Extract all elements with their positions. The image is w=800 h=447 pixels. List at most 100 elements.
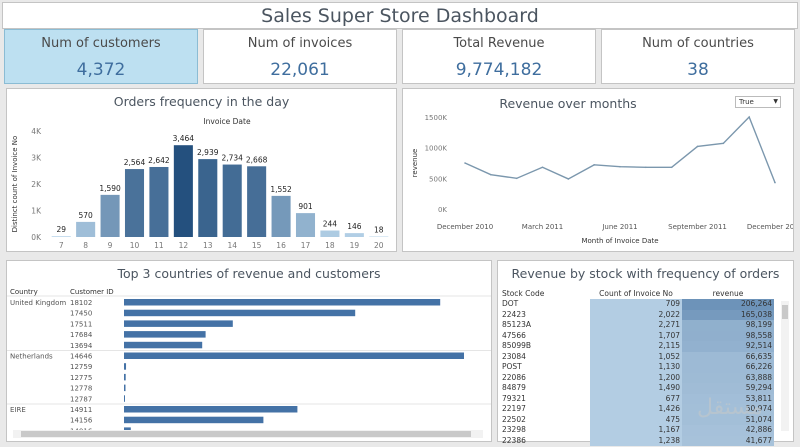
scrollbar-thumb[interactable] — [21, 431, 471, 437]
x-tick-label: 14 — [227, 241, 237, 250]
stock-code-cell: 23298 — [502, 425, 526, 435]
invoice-count-cell: 2,115 — [590, 341, 682, 352]
invoice-count-cell: 1,130 — [590, 362, 682, 373]
kpi-label: Num of countries — [642, 36, 754, 51]
y-tick-label: 1K — [31, 207, 42, 216]
customer-id-label: 12778 — [70, 385, 92, 393]
revenue-stock-panel: Revenue by stock with frequency of order… — [497, 260, 794, 446]
table-row[interactable]: 23084 1,052 66,635 — [500, 351, 774, 362]
table-row[interactable]: DOT 709 206,264 — [500, 299, 774, 310]
bar — [198, 159, 218, 237]
customer-id-label: 12759 — [70, 363, 92, 371]
revenue-cell: 98,558 — [682, 330, 774, 341]
customer-id-label: 17684 — [70, 331, 93, 339]
x-tick-label: 13 — [203, 241, 213, 250]
data-label: 2,642 — [148, 156, 170, 165]
kpi-invoices-card[interactable]: Num of invoices 22,061 — [203, 29, 397, 84]
x-tick-label: December 2011 — [747, 223, 793, 231]
column-header[interactable]: Count of Invoice No — [599, 289, 673, 298]
table-row[interactable]: 23298 1,167 42,886 — [500, 425, 774, 436]
revenue-cell: 41,677 — [682, 435, 774, 446]
invoice-count-cell: 1,200 — [590, 372, 682, 383]
invoice-count-cell: 1,052 — [590, 351, 682, 362]
table-row[interactable]: 85123A 2,271 98,199 — [500, 320, 774, 331]
customer-id-label: 14016 — [70, 427, 93, 431]
bar — [320, 230, 340, 237]
stock-code-cell: 85123A — [502, 320, 531, 330]
top-countries-panel: Top 3 countries of revenue and customers… — [6, 260, 492, 442]
customer-id-label: 17450 — [70, 310, 92, 318]
customer-id-label: 13694 — [70, 342, 93, 350]
column-header[interactable]: Stock Code — [502, 289, 545, 298]
invoice-count-cell: 475 — [590, 414, 682, 425]
horizontal-scrollbar[interactable] — [13, 430, 483, 438]
bar — [124, 363, 127, 370]
vertical-scrollbar[interactable] — [781, 301, 789, 431]
revenue-cell: 92,514 — [682, 341, 774, 352]
revenue-months-title: Revenue over months — [499, 96, 637, 111]
table-row[interactable]: 84879 1,490 59,294 — [500, 383, 774, 394]
filter-dropdown-value: True — [739, 98, 754, 106]
revenue-cell: 98,199 — [682, 320, 774, 331]
table-row[interactable]: 22086 1,200 63,888 — [500, 372, 774, 383]
top-countries-chart: Country Customer ID United Kingdom 18102 174… — [7, 288, 491, 431]
chart-subtitle: Invoice Date — [203, 117, 251, 126]
bar — [124, 352, 464, 359]
invoice-count-cell: 1,238 — [590, 435, 682, 446]
bar — [124, 331, 206, 338]
bar — [124, 427, 131, 431]
table-row[interactable]: 22502 475 51,074 — [500, 414, 774, 425]
revenue-cell: 66,635 — [682, 351, 774, 362]
x-tick-label: 10 — [130, 241, 140, 250]
kpi-countries-card[interactable]: Num of countries 38 — [601, 29, 795, 84]
bar — [344, 233, 364, 237]
kpi-label: Num of customers — [41, 36, 161, 51]
revenue-months-panel: Revenue over months True ▼ revenue 0K 500K… — [402, 88, 794, 252]
kpi-customers-card[interactable]: Num of customers 4,372 — [4, 29, 198, 84]
bar — [124, 373, 126, 381]
bar — [149, 166, 169, 237]
bar — [51, 236, 71, 237]
invoice-count-cell: 1,426 — [590, 404, 682, 415]
table-row[interactable]: 22386 1,238 41,677 — [500, 435, 774, 446]
table-row[interactable]: POST 1,130 66,226 — [500, 362, 774, 373]
bar — [100, 194, 120, 237]
y-tick-label: 500K — [429, 175, 447, 183]
invoice-count-cell: 1,707 — [590, 330, 682, 341]
data-label: 244 — [323, 220, 338, 229]
table-row[interactable]: 22423 2,022 165,038 — [500, 309, 774, 320]
bar — [124, 416, 264, 424]
column-header[interactable]: revenue — [712, 289, 744, 298]
data-label: 901 — [298, 202, 313, 211]
table-row[interactable]: 85099B 2,115 92,514 — [500, 341, 774, 352]
customer-id-label: 18102 — [70, 299, 92, 307]
x-tick-label: 12 — [179, 241, 189, 250]
invoice-count-cell: 1,490 — [590, 383, 682, 394]
stock-code-cell: 23084 — [502, 351, 526, 361]
data-point — [490, 173, 492, 176]
column-header: Country — [10, 288, 38, 296]
orders-frequency-chart: Invoice Date Distinct count of Invoice No… — [11, 117, 389, 250]
invoice-count-cell: 2,022 — [590, 309, 682, 320]
y-tick-label: 0K — [438, 206, 447, 214]
table-row[interactable]: 47566 1,707 98,558 — [500, 330, 774, 341]
table-row[interactable]: 22197 1,426 50,974 — [500, 404, 774, 415]
orders-frequency-panel: Orders frequency in the day Invoice Date… — [6, 88, 397, 252]
y-tick-label: 1500K — [425, 114, 448, 122]
invoice-count-cell: 709 — [590, 299, 682, 310]
customer-id-label: 14646 — [70, 353, 93, 361]
customer-id-label: 12775 — [70, 374, 92, 382]
revenue-months-chart: revenue 0K 500K 1000K 1500K December 2010 Marc… — [411, 114, 793, 245]
x-tick-label: 9 — [108, 241, 113, 250]
scrollbar-thumb[interactable] — [782, 305, 788, 319]
chevron-down-icon: ▼ — [773, 98, 778, 105]
dashboard-title: Sales Super Store Dashboard — [2, 2, 798, 29]
table-row[interactable]: 79321 677 53,811 — [500, 393, 774, 404]
bar — [124, 384, 126, 392]
kpi-revenue-card[interactable]: Total Revenue 9,774,182 — [402, 29, 596, 84]
data-label: 570 — [78, 211, 93, 220]
filter-dropdown[interactable]: True ▼ — [735, 96, 781, 108]
top-countries-title: Top 3 countries of revenue and customers — [117, 266, 381, 281]
invoice-count-cell: 1,167 — [590, 425, 682, 436]
x-tick-label: 17 — [301, 241, 311, 250]
